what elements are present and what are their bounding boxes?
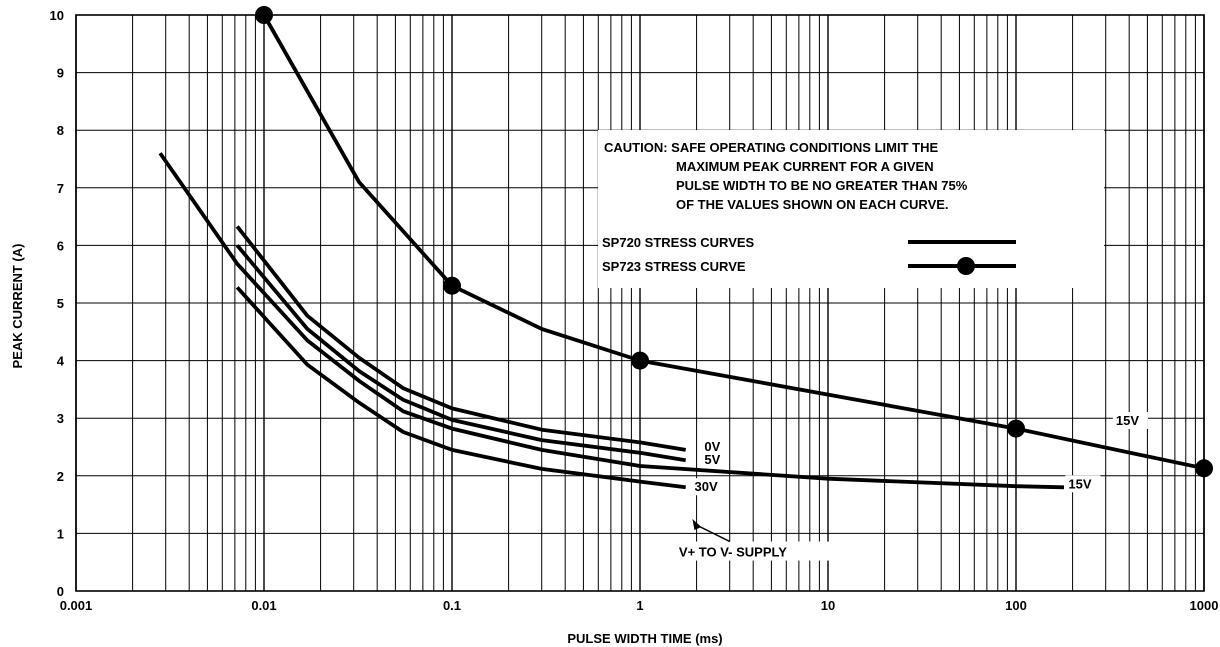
caution-line: OF THE VALUES SHOWN ON EACH CURVE. bbox=[676, 197, 949, 212]
caution-note: CAUTION: SAFE OPERATING CONDITIONS LIMIT… bbox=[598, 130, 1104, 288]
plot-frame bbox=[75, 14, 1205, 592]
x-tick-label: 0.1 bbox=[443, 598, 461, 613]
series-line-sp720-15v bbox=[158, 152, 1065, 490]
x-tick-label: 100 bbox=[1005, 598, 1027, 613]
y-tick-label: 6 bbox=[57, 238, 64, 253]
supply-annotation: V+ TO V- SUPPLY bbox=[673, 519, 834, 561]
marker-group bbox=[255, 6, 1213, 478]
curve-label-bg bbox=[701, 437, 728, 455]
series-line-sp720-5v bbox=[235, 244, 687, 463]
annotation-arrow bbox=[696, 524, 731, 543]
curve-label-bg bbox=[1112, 411, 1148, 429]
x-tick-label: 0.01 bbox=[251, 598, 276, 613]
y-tick-label: 5 bbox=[57, 296, 64, 311]
curve-label: 5V bbox=[704, 452, 720, 467]
x-tick-label: 1000 bbox=[1190, 598, 1219, 613]
x-tick-label: 10 bbox=[821, 598, 835, 613]
series-line-sp720-0v bbox=[235, 225, 687, 452]
y-tick-label: 3 bbox=[57, 411, 64, 426]
legend-label: SP723 STRESS CURVE bbox=[602, 259, 746, 274]
y-tick-label: 8 bbox=[57, 123, 64, 138]
curve-label: 0V bbox=[704, 439, 720, 454]
x-tick-label: 0.001 bbox=[60, 598, 93, 613]
curve-label-bg bbox=[1065, 475, 1101, 493]
curve-label: 15V bbox=[1116, 413, 1139, 428]
y-tick-label: 4 bbox=[57, 354, 65, 369]
annotation-bg bbox=[673, 541, 834, 561]
y-tick-label: 7 bbox=[57, 181, 64, 196]
data-point-marker bbox=[631, 351, 649, 370]
curve-label-bg bbox=[691, 478, 727, 496]
curve-label: 15V bbox=[1068, 476, 1091, 491]
y-tick-label: 10 bbox=[50, 8, 64, 23]
data-point-marker bbox=[443, 276, 461, 295]
legend-label: SP720 STRESS CURVES bbox=[602, 235, 755, 250]
data-point-marker bbox=[1195, 459, 1213, 478]
x-tick-label: 1 bbox=[636, 598, 643, 613]
data-point-marker bbox=[1007, 419, 1025, 438]
caution-line: CAUTION: SAFE OPERATING CONDITIONS LIMIT… bbox=[604, 140, 938, 155]
x-tick-labels: 0.001 0.01 0.1 1 10 100 1000 bbox=[60, 598, 1219, 613]
annotation-text: V+ TO V- SUPPLY bbox=[679, 545, 787, 560]
y-tick-label: 0 bbox=[57, 584, 64, 599]
series-line-sp720-30v bbox=[235, 286, 686, 490]
caution-line: MAXIMUM PEAK CURRENT FOR A GIVEN bbox=[676, 159, 934, 174]
y-axis-title: PEAK CURRENT (A) bbox=[10, 244, 25, 369]
y-tick-label: 1 bbox=[57, 526, 64, 541]
caution-background bbox=[598, 130, 1104, 288]
y-tick-label: 9 bbox=[57, 66, 64, 81]
x-axis-title: PULSE WIDTH TIME (ms) bbox=[567, 631, 722, 646]
y-tick-label: 2 bbox=[57, 469, 64, 484]
annotation-arrowhead bbox=[692, 519, 702, 530]
legend-marker bbox=[957, 257, 975, 275]
plot-border bbox=[75, 14, 1205, 592]
curve-label-bg bbox=[701, 451, 728, 469]
y-tick-labels: 0 1 2 3 4 5 6 7 8 9 10 bbox=[50, 8, 65, 599]
curve-label: 30V bbox=[695, 479, 718, 494]
grid bbox=[75, 14, 1205, 592]
caution-line: PULSE WIDTH TO BE NO GREATER THAN 75% bbox=[676, 178, 968, 193]
data-point-marker bbox=[255, 6, 273, 24]
